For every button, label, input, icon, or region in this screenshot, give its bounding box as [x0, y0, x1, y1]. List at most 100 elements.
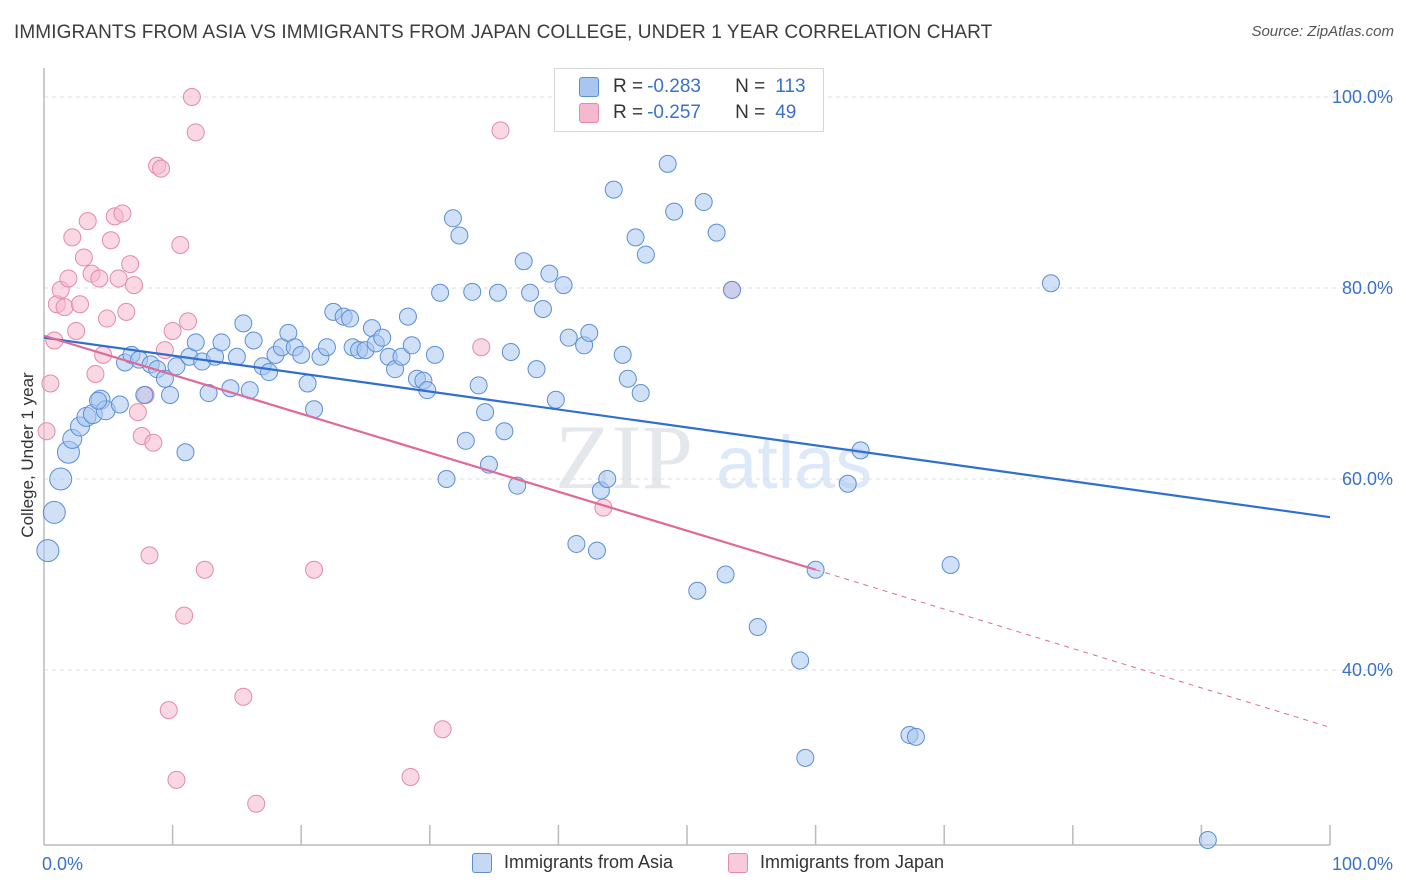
data-point-asia	[554, 276, 573, 295]
data-point-asia	[618, 369, 637, 388]
data-point-japan	[41, 374, 60, 393]
data-point-japan	[195, 560, 214, 579]
data-point-japan	[234, 687, 253, 706]
data-point-japan	[171, 236, 190, 255]
data-point-asia	[580, 323, 599, 342]
data-point-japan	[55, 298, 74, 317]
legend-n-label: N =	[735, 102, 766, 123]
data-point-japan	[433, 720, 452, 739]
data-point-japan	[86, 364, 105, 383]
data-point-japan	[37, 422, 56, 441]
data-point-asia	[559, 328, 578, 347]
data-point-asia	[521, 283, 540, 302]
legend-swatch-japan	[728, 852, 748, 873]
data-point-asia	[748, 618, 767, 637]
data-point-japan	[71, 295, 90, 314]
data-point-asia	[373, 328, 392, 347]
data-point-japan	[121, 255, 140, 274]
legend-r-label: R =	[613, 102, 644, 123]
legend-item-japan[interactable]: Immigrants from Japan	[728, 852, 944, 873]
data-point-asia	[488, 283, 507, 302]
data-point-japan	[78, 212, 97, 231]
legend-r-value: -0.283	[647, 76, 701, 97]
data-point-asia	[941, 555, 960, 574]
legend-row-japan: R = -0.257 N = 49	[579, 101, 796, 125]
y-tick-label: 60.0%	[1342, 469, 1393, 489]
data-point-japan	[117, 302, 136, 321]
data-point-asia	[341, 309, 360, 328]
data-point-japan	[175, 606, 194, 625]
data-point-asia	[244, 331, 263, 350]
data-point-japan	[186, 123, 205, 142]
data-point-japan	[182, 88, 201, 106]
trend-lines	[43, 334, 1331, 728]
data-point-asia	[392, 347, 411, 366]
data-point-asia	[838, 474, 857, 493]
data-point-asia	[450, 226, 469, 245]
data-point-asia	[791, 651, 810, 670]
trend-line-asia	[43, 336, 1331, 519]
data-point-asia	[176, 443, 195, 462]
data-point-asia	[533, 300, 552, 319]
data-point-japan	[125, 276, 144, 295]
series-asia-points	[36, 154, 1217, 849]
data-point-asia	[906, 727, 925, 746]
data-point-japan	[152, 159, 171, 178]
watermark-zip: ZIP	[555, 406, 693, 508]
legend-r-label: R =	[613, 76, 644, 97]
data-point-japan	[74, 248, 93, 267]
legend-label-asia: Immigrants from Asia	[504, 852, 674, 872]
legend-swatch-asia	[579, 77, 599, 97]
data-point-japan	[144, 433, 163, 452]
data-point-asia	[707, 223, 726, 242]
series-legend: Immigrants from Asia Immigrants from Jap…	[0, 852, 1406, 878]
data-point-asia	[476, 403, 495, 422]
data-point-japan	[101, 231, 120, 250]
y-tick-label: 40.0%	[1342, 660, 1393, 680]
data-point-asia	[110, 395, 129, 414]
data-point-asia	[36, 539, 60, 563]
grid-lines	[44, 96, 1392, 671]
legend-n-label: N =	[735, 76, 766, 97]
x-tick-label: 0.0%	[42, 854, 83, 874]
data-point-asia	[260, 363, 279, 382]
data-point-asia	[443, 209, 462, 228]
y-tick-label: 80.0%	[1342, 278, 1393, 298]
data-point-asia	[1041, 274, 1060, 293]
data-point-asia	[567, 534, 586, 553]
data-point-asia	[186, 333, 205, 352]
y-axis-label: College, Under 1 year	[18, 372, 37, 538]
data-point-asia	[527, 360, 546, 379]
data-point-asia	[317, 338, 336, 357]
data-point-asia	[514, 252, 533, 271]
trend-line-japan-extension	[815, 569, 1331, 728]
data-point-japan	[67, 321, 86, 340]
legend-swatch-asia	[472, 852, 492, 873]
data-point-asia	[161, 385, 180, 404]
data-point-japan	[109, 269, 128, 288]
legend-swatch-japan	[579, 103, 599, 123]
trend-line-japan	[43, 334, 816, 571]
data-point-japan	[472, 338, 491, 357]
data-point-asia	[425, 345, 444, 364]
data-point-asia	[626, 228, 645, 247]
data-point-asia	[796, 748, 815, 767]
data-point-japan	[401, 767, 420, 786]
source-label: Source: ZipAtlas.com	[1251, 23, 1394, 40]
data-point-asia	[431, 283, 450, 302]
legend-row-asia: R = -0.283 N = 113	[579, 75, 806, 99]
legend-item-asia[interactable]: Immigrants from Asia	[472, 852, 673, 873]
data-point-japan	[90, 269, 109, 288]
data-point-japan	[128, 403, 147, 422]
data-point-asia	[89, 391, 108, 410]
data-point-japan	[167, 770, 186, 789]
tick-labels: 40.0% 60.0% 80.0% 100.0% 0.0% 100.0%	[42, 87, 1393, 874]
data-point-asia	[463, 282, 482, 301]
legend-r-value: -0.257	[647, 102, 701, 123]
data-point-asia	[292, 345, 311, 364]
data-point-asia	[298, 374, 317, 393]
data-point-asia	[604, 180, 623, 199]
data-point-asia	[694, 193, 713, 212]
data-point-asia	[587, 541, 606, 560]
